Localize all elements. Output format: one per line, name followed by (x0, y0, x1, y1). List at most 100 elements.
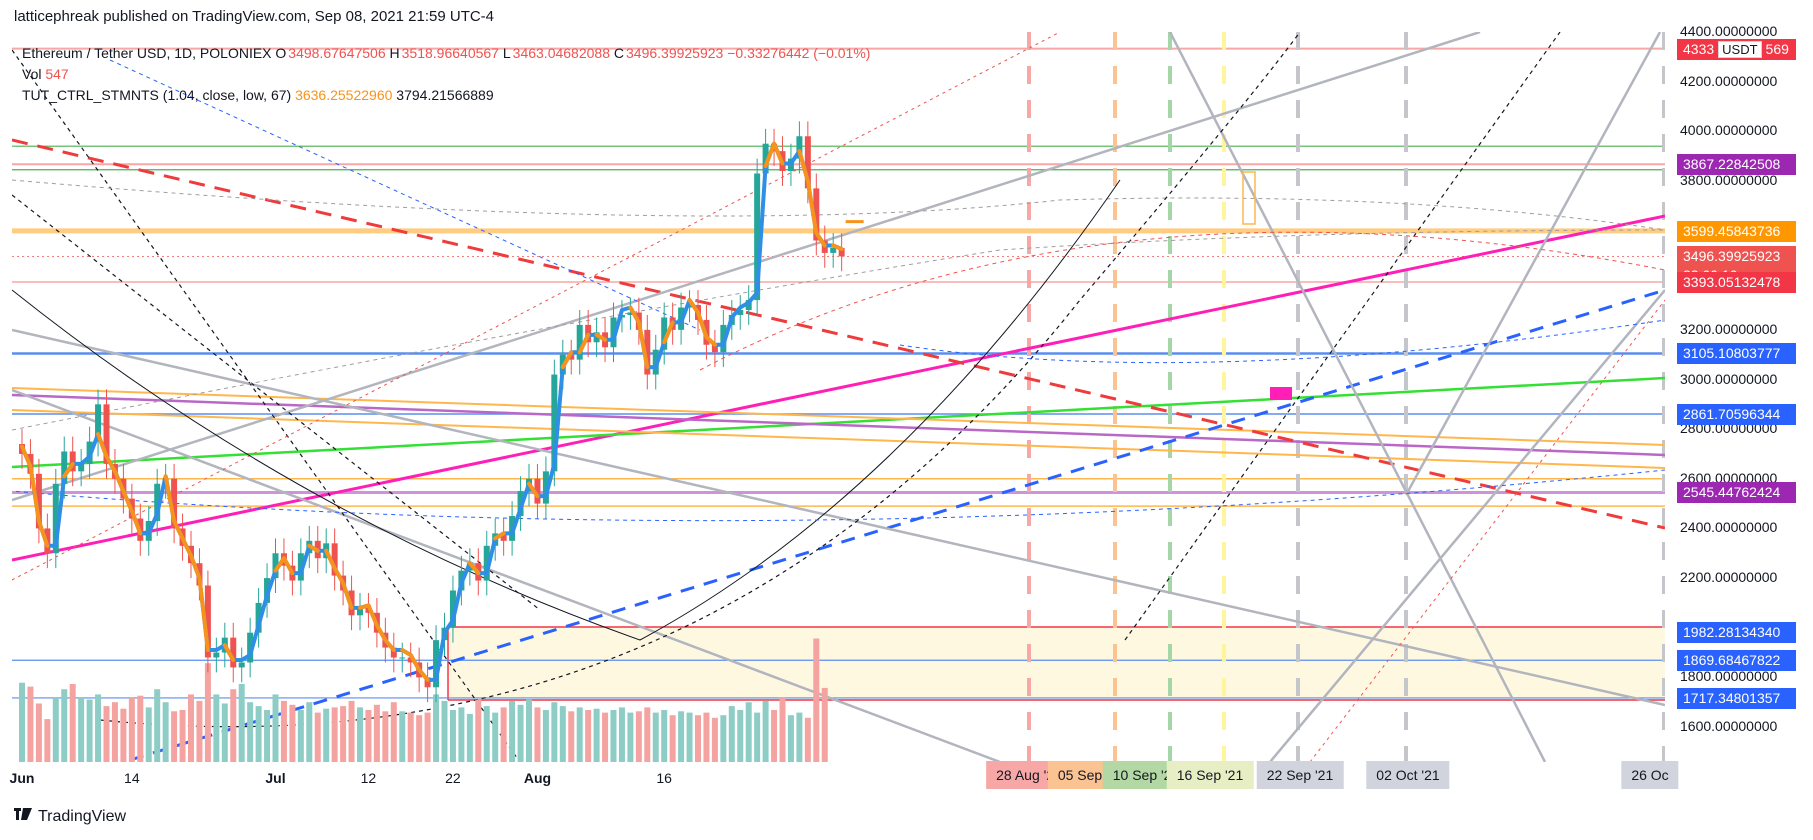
volume-bar (458, 707, 465, 762)
candle-body (610, 317, 617, 348)
price-label: 1717.34801357 (1677, 687, 1796, 709)
volume-bar (796, 712, 803, 762)
volume-bar (551, 702, 558, 762)
volume-bar (44, 719, 51, 762)
volume-bar (247, 702, 254, 762)
candle-body (407, 657, 414, 663)
volume-bar (111, 702, 118, 762)
volume-bar (813, 638, 820, 762)
price-label-value: 3105.10803777 (1683, 345, 1781, 362)
candle-body (247, 632, 254, 663)
volume-bar (272, 694, 279, 762)
price-tick-label: 1800.00000000 (1680, 668, 1778, 685)
green-trendline (12, 376, 1665, 469)
volume-bar (433, 694, 440, 762)
time-tick-label: Jul (265, 770, 286, 786)
volume-bar (331, 707, 338, 762)
currency-badge: USDT (1718, 40, 1762, 58)
candle-body (568, 354, 575, 360)
volume-bar (678, 711, 685, 762)
volume-bar (526, 699, 532, 762)
range-box-fill (448, 627, 1665, 700)
volume-bar (35, 703, 42, 762)
candle-body (238, 662, 245, 668)
volume-bar (306, 702, 313, 762)
volume-bar (255, 706, 262, 762)
gray-fan-line (12, 388, 1001, 762)
red-dashed-trendline (12, 138, 1665, 530)
volume-bar (86, 699, 93, 762)
volume-bar (61, 689, 68, 762)
price-label-value: 4333 (1683, 40, 1715, 57)
volume-bar (95, 694, 102, 762)
footer-brand-text: TradingView (38, 808, 127, 825)
candle-body (500, 533, 507, 541)
candle-body (745, 300, 752, 310)
black-curve (12, 179, 1121, 641)
volume-bar (348, 700, 355, 762)
price-tick-label: 4400.00000000 (1680, 23, 1778, 39)
time-tick-label: 14 (124, 770, 140, 786)
time-tick-label: Aug (523, 770, 552, 786)
price-label: 3867.22842508 (1677, 154, 1796, 176)
volume-bar (390, 702, 397, 762)
candle-body (230, 637, 237, 668)
volume-bar (373, 704, 380, 762)
candle-body (154, 483, 161, 521)
gray-fan-line (1404, 32, 1662, 496)
candle-body (737, 310, 744, 315)
volume-bar (754, 712, 761, 762)
publish-header: latticephreak published on TradingView.c… (14, 8, 495, 25)
magenta-trendline (12, 214, 1665, 562)
legend-h-label: H (389, 45, 400, 61)
candle-body (357, 607, 363, 616)
date-marker-label: 22 Sep '21 (1256, 761, 1344, 789)
legend-l-label: L (502, 45, 511, 61)
candle-body (61, 451, 68, 484)
legend-vol-value: 547 (45, 66, 69, 82)
date-marker-label: 02 Oct '21 (1366, 761, 1450, 789)
volume-bar (644, 707, 651, 762)
candle-body (204, 585, 211, 658)
legend-l-value: 3463.04682088 (512, 45, 610, 61)
volume-bar (52, 697, 59, 762)
legend-change: −0.33276442 (−0.01%) (727, 45, 871, 61)
volume-bar (585, 710, 592, 762)
red-thin-dashed-line (12, 32, 1061, 581)
candle-body (661, 317, 668, 350)
volume-bar (821, 687, 828, 762)
candle-body (213, 652, 220, 658)
volume-bar (492, 712, 499, 762)
gray-fan-line (1168, 32, 1547, 762)
candle-body (711, 344, 718, 353)
volume-bar (128, 697, 135, 762)
candle-body (433, 640, 440, 688)
gray-dashed-curve (12, 229, 1665, 431)
price-label: 3599.45843736 (1677, 220, 1796, 242)
price-label: 2861.70596344 (1677, 404, 1796, 425)
volume-bar (416, 715, 423, 762)
volume-bar (686, 712, 693, 762)
red-dashed-curve (699, 231, 1665, 371)
volume-bar (120, 708, 127, 762)
volume-bar (661, 710, 668, 762)
legend-indicator-value-1: 3636.25522960 (295, 87, 393, 103)
volume-bar (137, 695, 144, 762)
volume-bar (509, 700, 516, 762)
candle-body (95, 404, 102, 442)
candle-body (838, 247, 845, 257)
candle-body (813, 188, 820, 241)
price-label: 1982.28134340 (1677, 622, 1796, 644)
price-label-value: 1717.34801357 (1683, 689, 1781, 706)
candle-body (35, 473, 42, 529)
candle-body (171, 478, 178, 529)
volume-bar (635, 711, 642, 762)
volume-bar (407, 712, 414, 762)
candle-body (542, 471, 549, 504)
legend-indicator: TUT_CTRL_STMNTS (1.04, close, low, 67) 3… (22, 87, 494, 103)
candle-body (103, 404, 110, 464)
volume-bar (669, 715, 676, 762)
volume-bar (399, 711, 406, 762)
date-marker-label: 26 Oc (1621, 761, 1679, 789)
